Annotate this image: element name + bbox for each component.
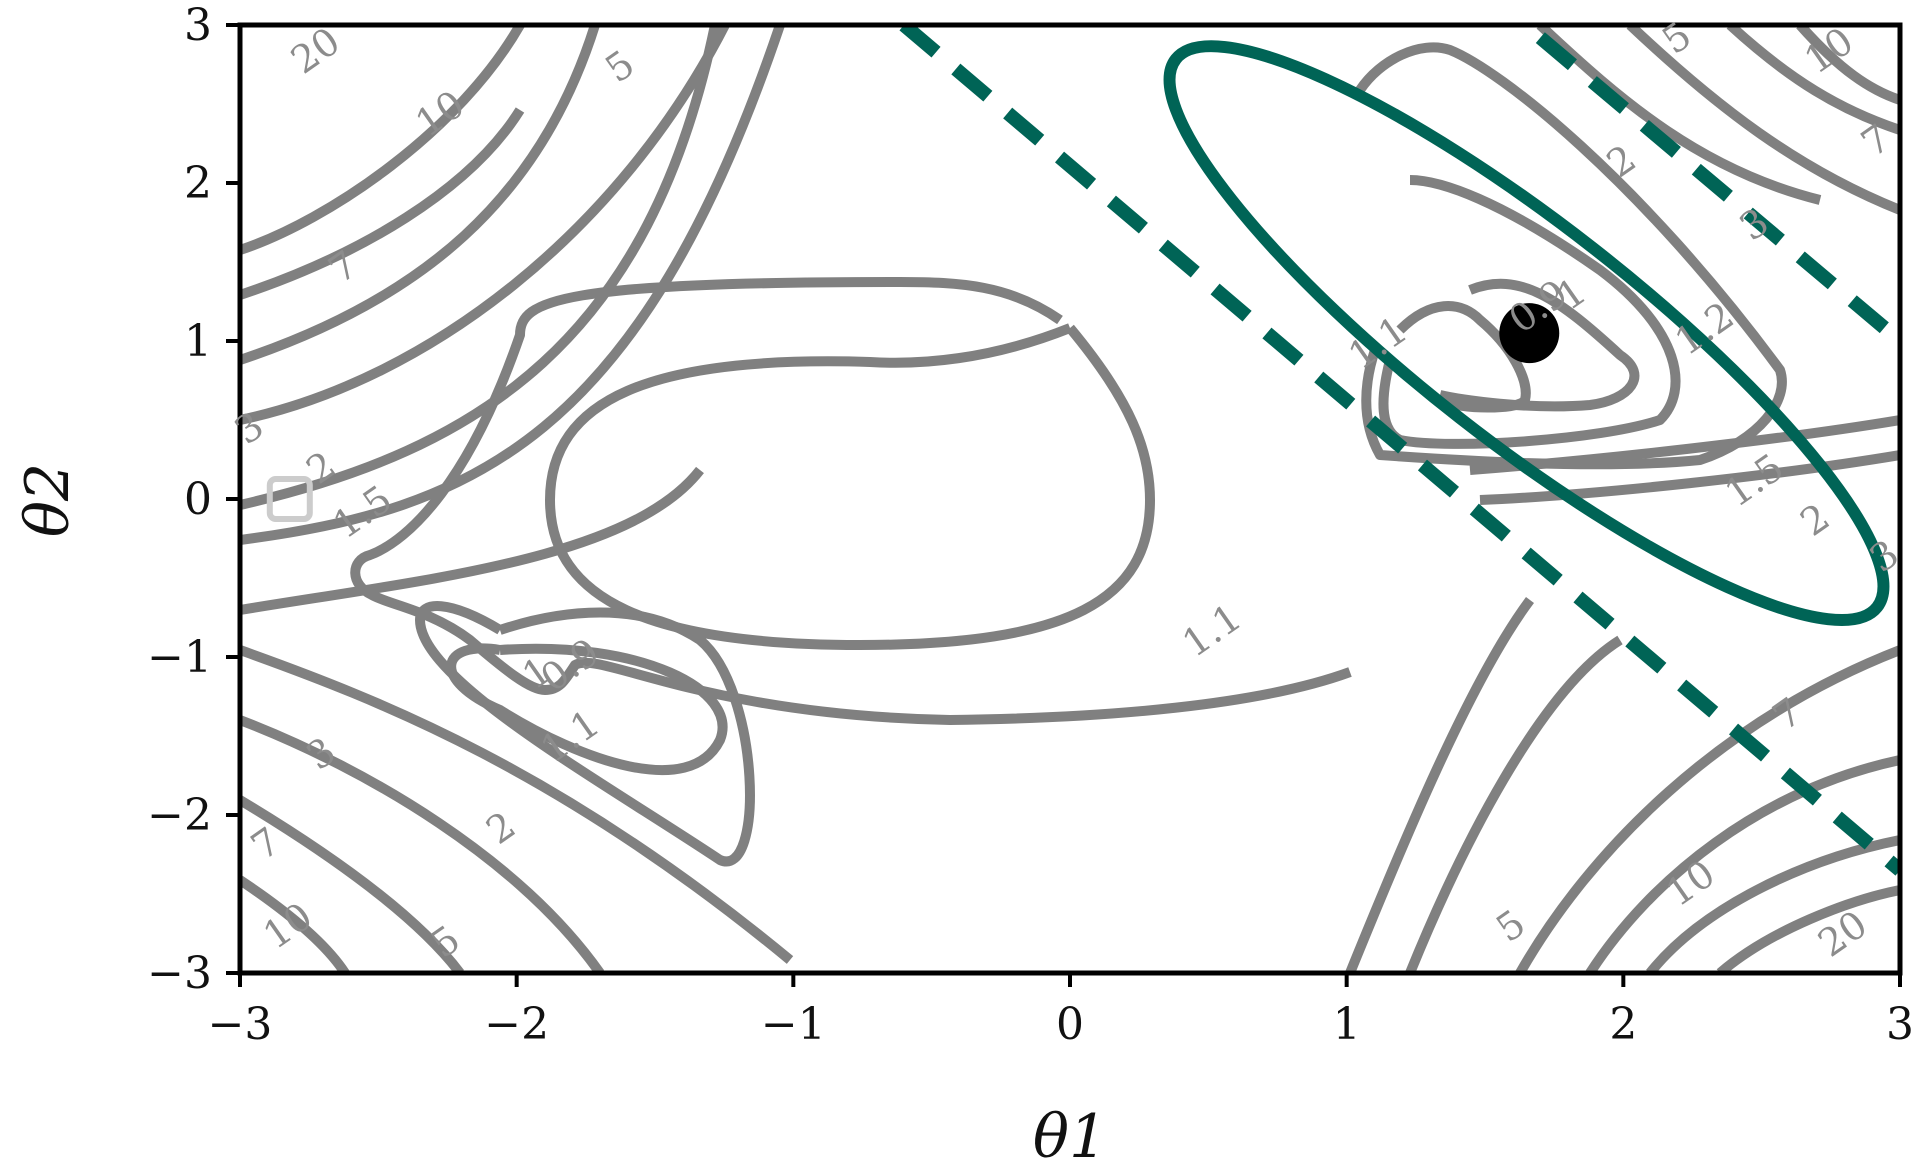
x-tick-label: 1: [1333, 999, 1361, 1050]
contour-ur-loop-4: [1355, 42, 1787, 470]
contour-label: 5: [597, 41, 642, 91]
contour-ll-3: [240, 795, 464, 973]
contour-left-2: [240, 107, 525, 300]
contour-right-4: [1796, 25, 1900, 105]
contour-label: 20: [283, 19, 348, 83]
confidence-ellipse: [1163, 40, 1890, 626]
x-tick-label: 2: [1609, 999, 1637, 1050]
start-marker: [266, 476, 313, 522]
x-axis-ticks: −3 −2 −1 0 1 2 3: [208, 973, 1914, 1050]
contour-lr-3: [1515, 645, 1900, 973]
contour-ll-4: [240, 875, 350, 973]
dashed-line: [899, 25, 1900, 876]
contour-right-3: [1726, 25, 1900, 135]
contour-left-4: [240, 25, 730, 425]
y-tick-label: −3: [147, 948, 212, 999]
contour-left-5: [240, 25, 720, 510]
y-tick-label: −1: [147, 632, 212, 683]
y-tick-label: −2: [147, 790, 212, 841]
contour-lr-1: [1345, 597, 1535, 973]
y-tick-label: 0: [184, 474, 212, 525]
contour-label: 1.1: [1174, 595, 1249, 666]
x-tick-label: 0: [1056, 999, 1084, 1050]
contour-lr-2: [1405, 635, 1623, 973]
x-tick-label: −1: [761, 999, 826, 1050]
contour-ll-loop-1: [415, 601, 755, 867]
y-axis-label: θ2: [13, 463, 83, 537]
axes: −3 −2 −1 0 1 2 3 −3 −2 −1 0 1 2 3: [147, 0, 1914, 1050]
y-axis-ticks: −3 −2 −1 0 1 2 3: [147, 0, 240, 999]
contour-ll-2: [240, 715, 605, 973]
contour-label: 5: [1488, 901, 1533, 951]
contour-right-2: [1626, 25, 1900, 215]
contour-label: 5: [423, 917, 468, 967]
contour-label: 1.5: [325, 477, 400, 548]
x-axis-label-text: θ1: [1033, 1102, 1107, 1172]
contour-lr-4: [1585, 755, 1900, 973]
contour-label: 10: [408, 82, 473, 146]
minimum-point: [1499, 303, 1560, 364]
contour-label: 2: [1792, 495, 1837, 545]
y-tick-label: 2: [184, 158, 212, 209]
contour-label: 10: [1658, 851, 1723, 915]
contour-left-1: [240, 25, 525, 255]
contour-left-3: [240, 25, 600, 365]
contour-label: 1.5: [1717, 445, 1792, 516]
contour-ll-loop-2: [446, 643, 728, 776]
contour-left-7: [240, 466, 704, 615]
overlays: [266, 25, 1900, 876]
y-tick-label: 1: [184, 316, 212, 367]
contour-right-1: [1536, 25, 1822, 205]
contour-label: 2: [478, 803, 523, 853]
contour-s-ring: [350, 277, 1352, 725]
contour-ur-loop-2: [1438, 278, 1640, 412]
contour-label: 3: [298, 729, 343, 779]
contour-label: 10: [255, 894, 320, 958]
contour-ll-1: [240, 645, 794, 964]
contour-right-6: [1479, 450, 1900, 505]
x-axis-label: θ1: [1033, 1102, 1107, 1172]
contour-label: 2: [1599, 136, 1644, 186]
dashed-line: [1535, 32, 1900, 347]
contour-lr-5: [1646, 835, 1900, 973]
x-tick-label: 3: [1886, 999, 1914, 1050]
x-tick-label: −3: [208, 999, 273, 1050]
y-axis-label-text: θ2: [13, 463, 83, 537]
contour-left-6: [240, 25, 785, 545]
contour-lr-6: [1716, 885, 1900, 973]
contour-lines: [240, 25, 1900, 973]
y-tick-label: 3: [184, 0, 212, 51]
contour-center-oval: [545, 323, 1155, 650]
x-tick-label: −2: [484, 999, 549, 1050]
